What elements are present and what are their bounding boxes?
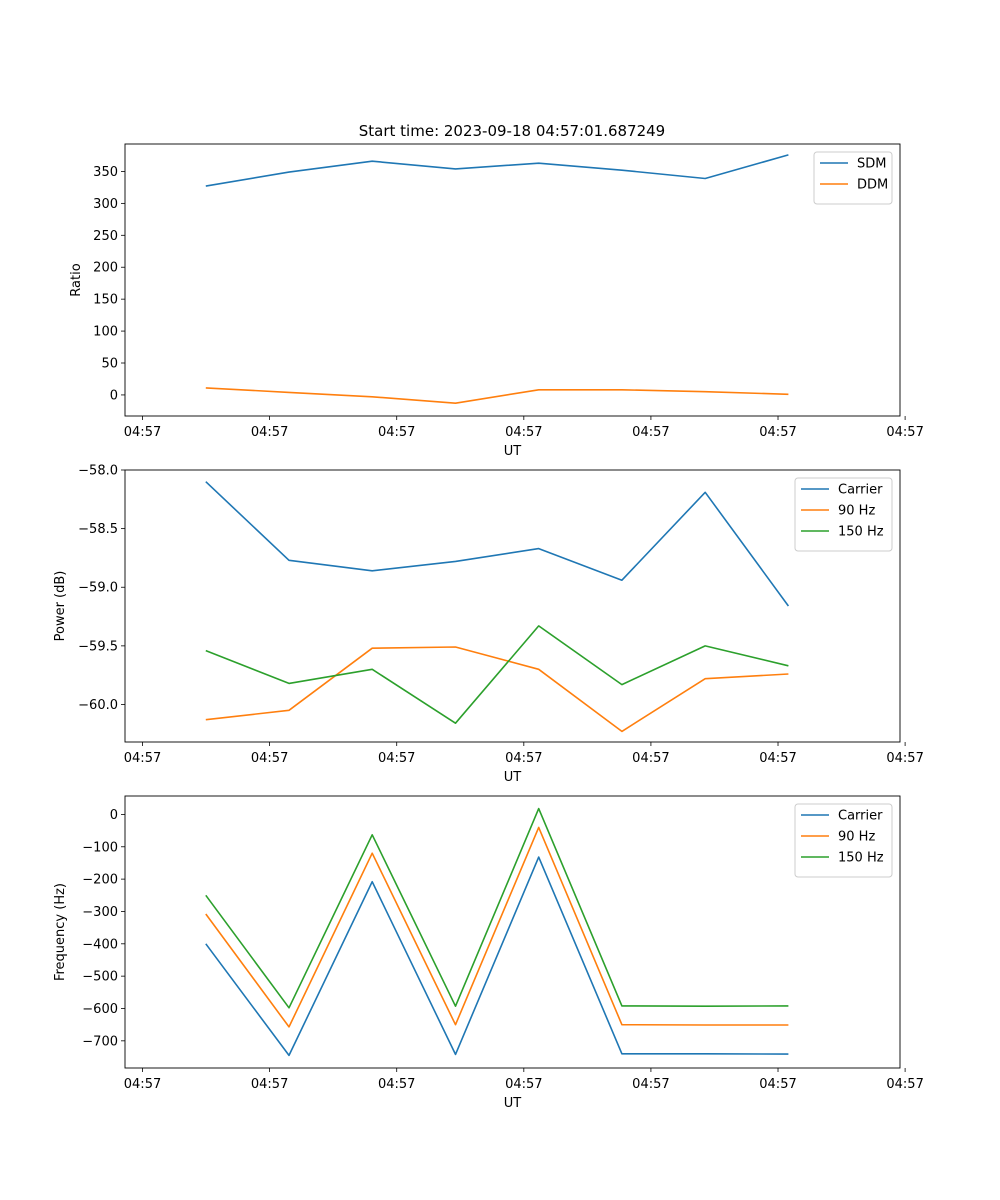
y-tick-label: −700 [82, 1034, 118, 1049]
y-tick-label: −500 [82, 970, 118, 985]
y-axis-label: Power (dB) [53, 571, 68, 642]
series-line-90-hz [205, 826, 789, 1028]
y-tick-label: −58.5 [78, 522, 118, 537]
y-tick-label: 50 [101, 357, 118, 372]
x-tick-label: 04:57 [632, 425, 669, 440]
legend: Carrier 90 Hz 150 Hz [794, 803, 893, 878]
x-tick-label: 04:57 [251, 425, 288, 440]
axes-frame [124, 469, 901, 743]
y-tick-label: 300 [93, 197, 118, 212]
y-tick-label: −100 [82, 840, 118, 855]
y-tick-label: −400 [82, 937, 118, 952]
x-tick-label: 04:57 [505, 1077, 542, 1092]
x-tick-label: 04:57 [251, 1077, 288, 1092]
y-tick-label: 350 [93, 165, 118, 180]
y-axis-label: Ratio [69, 263, 84, 296]
x-axis-label: UT [504, 444, 522, 459]
series-line-carrier [205, 856, 789, 1057]
y-tick-label: −59.0 [78, 581, 118, 596]
y-tick-label: 250 [93, 229, 118, 244]
legend-label: DDM [857, 178, 888, 193]
y-tick-label: −60.0 [78, 698, 118, 713]
x-tick-label: 04:57 [378, 425, 415, 440]
y-tick-label: −58.0 [78, 464, 118, 479]
y-tick-label: 200 [93, 261, 118, 276]
x-tick-label: 04:57 [378, 751, 415, 766]
y-tick-label: 0 [110, 388, 118, 403]
legend-label: SDM [857, 157, 886, 172]
series-line-ddm [205, 387, 789, 405]
legend-label: Carrier [838, 809, 883, 824]
x-tick-label: 04:57 [886, 425, 923, 440]
legend-label: 90 Hz [838, 830, 875, 845]
y-tick-label: 150 [93, 293, 118, 308]
y-axis-label: Frequency (Hz) [53, 883, 68, 981]
legend-label: Carrier [838, 483, 883, 498]
series-line-sdm [205, 154, 789, 187]
series-line-150-hz [205, 807, 789, 1009]
legend: Carrier 90 Hz 150 Hz [794, 477, 893, 552]
y-tick-label: −600 [82, 1002, 118, 1017]
x-tick-label: 04:57 [886, 751, 923, 766]
chart-panel-2: −60.0 −59.5 −59.0 −58.5 −58.0 04:57 04:57 04:57… [53, 464, 924, 786]
x-tick-label: 04:57 [632, 751, 669, 766]
x-axis-label: UT [504, 1096, 522, 1111]
legend-box [813, 151, 893, 205]
x-tick-label: 04:57 [505, 425, 542, 440]
x-tick-label: 04:57 [759, 751, 796, 766]
series-line-150-hz [205, 625, 789, 725]
y-tick-label: 100 [93, 325, 118, 340]
chart-panel-3: −700 −600 −500 −400 −300 −200 −100 0 04:57 04:57 0… [53, 795, 924, 1111]
x-tick-label: 04:57 [251, 751, 288, 766]
figure-title: Start time: 2023-09-18 04:57:01.687249 [359, 122, 665, 140]
series-line-carrier [205, 481, 790, 607]
axes-frame [124, 795, 901, 1069]
legend-box [794, 803, 893, 878]
x-tick-label: 04:57 [378, 1077, 415, 1092]
y-tick-label: 0 [110, 808, 118, 823]
legend-label: 90 Hz [838, 504, 875, 519]
legend-label: 150 Hz [838, 525, 884, 540]
x-tick-label: 04:57 [124, 425, 161, 440]
legend: SDM DDM [813, 151, 893, 205]
x-tick-label: 04:57 [632, 1077, 669, 1092]
axes-frame [124, 143, 901, 417]
x-tick-label: 04:57 [505, 751, 542, 766]
y-tick-label: −300 [82, 905, 118, 920]
x-tick-label: 04:57 [759, 1077, 796, 1092]
y-tick-label: −200 [82, 873, 118, 888]
legend-label: 150 Hz [838, 851, 884, 866]
x-axis-label: UT [504, 770, 522, 785]
x-tick-label: 04:57 [124, 1077, 161, 1092]
x-tick-label: 04:57 [886, 1077, 923, 1092]
x-tick-label: 04:57 [759, 425, 796, 440]
y-tick-label: −59.5 [78, 639, 118, 654]
x-tick-label: 04:57 [124, 751, 161, 766]
chart-panel-1: 0 50 100 150 200 250 300 350 04:57 04:57 04:57 04:5… [69, 143, 924, 459]
legend-box [794, 477, 893, 552]
series-line-90-hz [205, 646, 789, 733]
